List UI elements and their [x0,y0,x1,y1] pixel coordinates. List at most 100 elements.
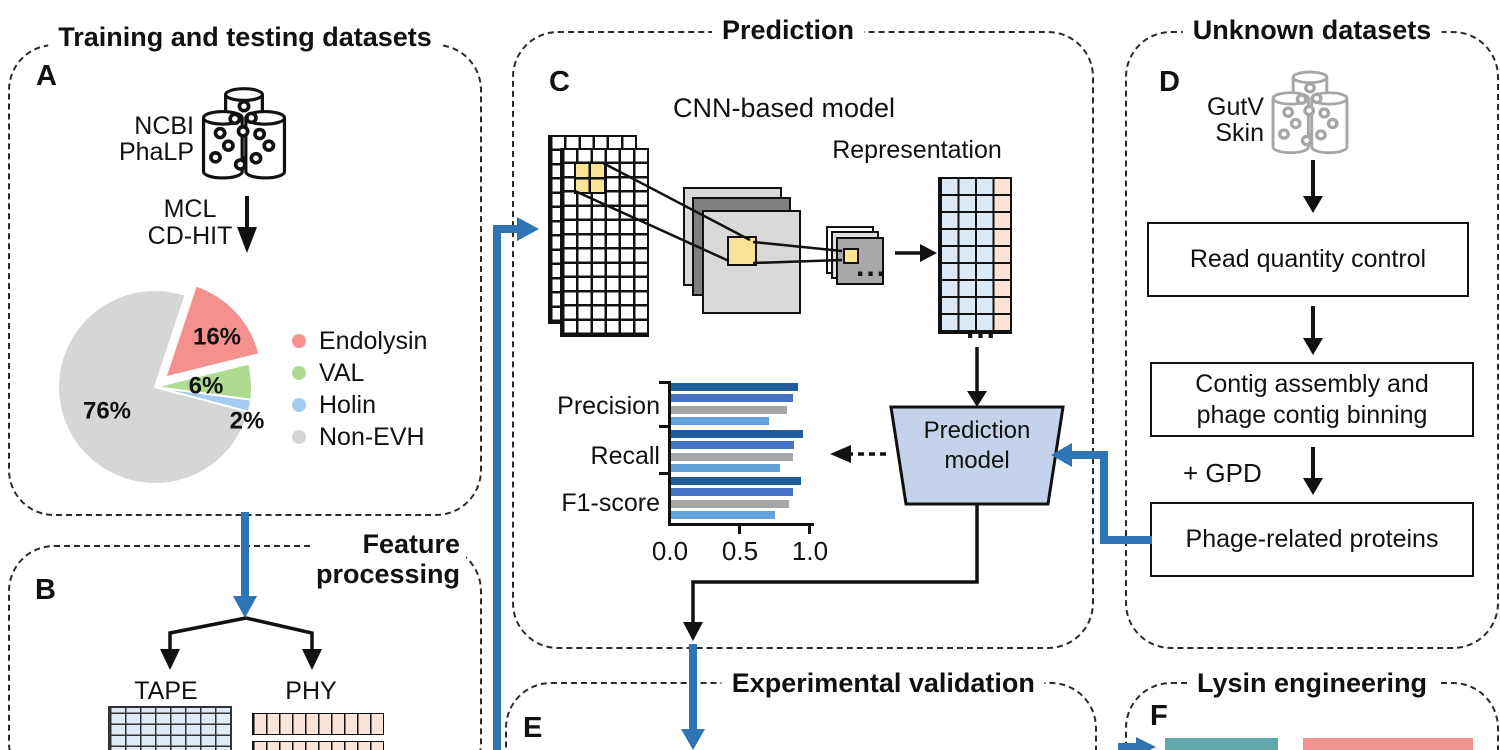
clustering-label-line1: MCL [163,195,217,223]
pie-label-holin: 2% [230,408,265,435]
panel-a-title: Training and testing datasets [48,23,442,51]
legend-label-holin: Holin [319,390,376,419]
database-icon-gray [1271,70,1349,155]
pie-label-val: 6% [189,373,224,400]
panel-c-letter: C [549,66,570,98]
panel-b-title-line2: processing [315,559,460,589]
panel-experimental-validation: Experimental validation E [505,669,1097,750]
database-label-d-line2: Skin [1215,119,1264,147]
database-label-a: NCBI PhaLP [100,113,194,165]
legend-dot-holin [292,398,306,412]
pie-slice-non-evh [57,288,251,485]
legend-label-endolysin: Endolysin [319,326,428,355]
database-label-a-line1: NCBI [134,112,194,140]
panel-a-letter: A [36,60,57,92]
legend-label-val: VAL [319,358,365,387]
small-map-kernel-highlight [843,248,859,264]
pie-slice-endolysin [163,284,261,379]
phy-feature-row-1 [252,713,384,735]
database-icon [201,87,287,180]
y-tick-mid1 [659,425,668,428]
dataset-pie-chart: 16% 6% 2% 76% [57,284,265,485]
panel-b-title: Feature processing [309,529,466,589]
bar-recall-model-3 [671,452,793,461]
bar-recall-model-2 [671,441,795,450]
metric-label-precision: Precision [557,392,660,420]
bar-f1-score-model-3 [671,499,789,508]
panel-feature-processing: Feature processing B [8,529,482,750]
x-tick-1-0 [808,526,811,534]
database-icon-gray-dots [1278,82,1339,147]
lysin-domain-teal [1165,738,1278,750]
bar-precision-model-1 [671,383,799,391]
legend-item-val: VAL [292,357,427,389]
x-tick-label-0: 0.0 [651,536,689,566]
cnn-ellipsis: ... [856,250,888,283]
representation-label: Representation [832,136,1002,164]
legend-label-non-evh: Non-EVH [319,422,425,451]
bar-recall-model-1 [671,430,803,438]
bar-precision-model-4 [671,416,769,425]
database-label-a-line2: PhaLP [118,138,194,166]
database-label-d-line1: GutV [1207,93,1264,121]
step-phage-related-proteins: Phage-related proteins [1150,502,1474,577]
bar-precision-model-2 [671,394,793,403]
panel-b-title-line1: Feature [362,529,460,559]
branch-label-tape: TAPE [134,677,198,705]
y-tick-top [659,381,668,384]
clustering-label: MCL CD-HIT [130,196,250,250]
prediction-model-label-line2: model [944,447,1010,474]
step-contig-assembly-line1: Contig assembly and [1195,369,1429,398]
legend-dot-endolysin [292,334,306,348]
prediction-model-label-line1: Prediction [923,417,1031,444]
metric-label-recall: Recall [590,442,660,470]
x-tick-label-1: 0.5 [721,536,759,566]
metric-label-f1: F1-score [561,489,660,517]
legend-dot-val [292,366,306,380]
panel-unknown-datasets: Unknown datasets D [1125,16,1499,649]
prediction-model-shape [889,405,1065,506]
database-icon-dots [209,99,276,171]
legend-item-non-evh: Non-EVH [292,421,427,453]
lysin-domain-pink [1303,738,1473,750]
representation-matrix [938,177,1012,334]
panel-c-title: Prediction [711,16,865,44]
feature-map-kernel-highlight [727,236,757,266]
legend-item-holin: Holin [292,389,427,421]
panel-b-letter: B [35,574,56,606]
panel-f-title: Lysin engineering [1186,669,1438,697]
phy-feature-row-2 [252,741,384,750]
panel-d-title: Unknown datasets [1182,16,1442,44]
step-contig-assembly: Contig assembly and phage contig binning [1150,362,1474,437]
step-read-quality-control: Read quantity control [1147,222,1469,297]
pie-legend: Endolysin VAL Holin Non-EVH [292,325,427,453]
bar-precision-model-3 [671,405,788,414]
pie-slice-holin [154,386,253,414]
tape-feature-grid [108,706,232,750]
x-tick-label-2: 1.0 [791,536,829,566]
cnn-model-label: CNN-based model [672,93,896,123]
cnn-input-kernel-highlight [574,162,606,194]
y-tick-mid2 [659,472,668,475]
x-tick-0-5 [738,526,741,534]
panel-lysin-engineering: Lysin engineering F [1125,669,1499,750]
bar-recall-model-4 [671,463,781,472]
gpd-label: + GPD [1183,458,1262,488]
bar-f1-score-model-2 [671,488,793,497]
panel-e-title: Experimental validation [721,669,1045,697]
panel-e-letter: E [523,712,543,744]
panel-training-datasets: Training and testing datasets A [8,23,482,516]
bar-f1-score-model-1 [671,477,802,485]
legend-item-endolysin: Endolysin [292,325,427,357]
database-label-d: GutV Skin [1180,94,1264,146]
prediction-model-label: Prediction model [892,416,1062,476]
metric-bar-chart [659,381,814,534]
pie-label-non-evh: 76% [83,398,131,425]
clustering-label-line2: CD-HIT [147,222,233,250]
panel-d-letter: D [1159,66,1180,98]
panel-f-letter: F [1150,700,1168,732]
legend-dot-non-evh [292,430,306,444]
branch-label-phy: PHY [285,677,337,705]
pie-label-endolysin: 16% [193,324,241,351]
